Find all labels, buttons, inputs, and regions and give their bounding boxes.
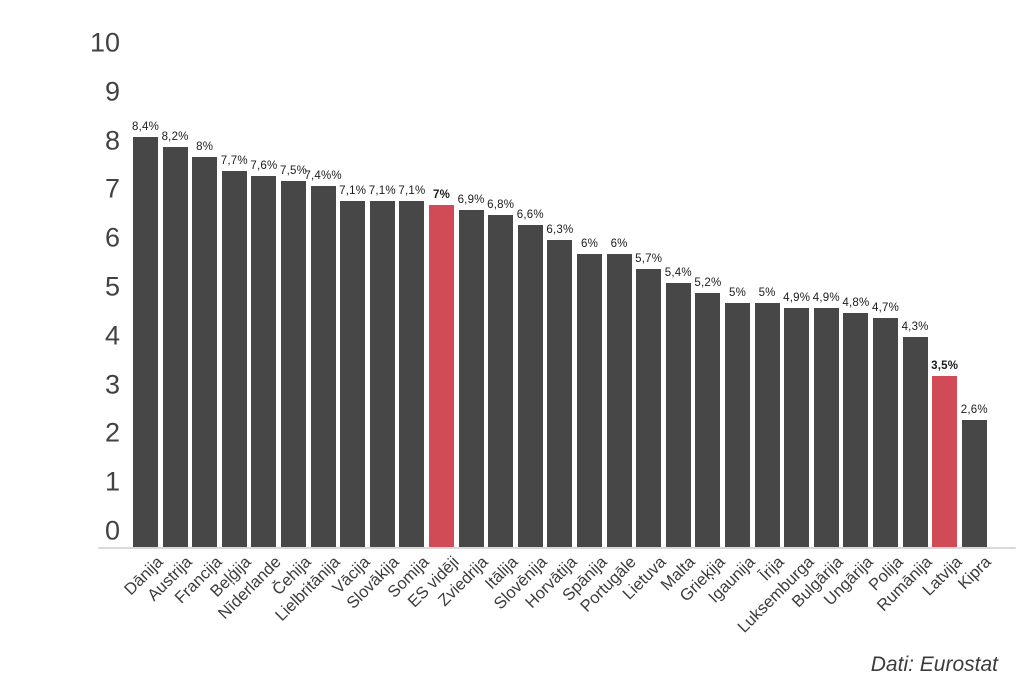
bar-value-label: 4,9% [812, 291, 840, 304]
bar-6-čehija [281, 181, 306, 547]
bar-value-label: 7,5% [279, 165, 308, 177]
y-tick-label-6: 6 [104, 222, 120, 253]
bar-18-lietuva [636, 268, 662, 547]
bar-value-label: 7% [432, 189, 451, 202]
bar-value-label: 4,7% [871, 301, 900, 314]
bar-15-horvātija [547, 239, 573, 547]
y-tick-label-8: 8 [104, 125, 120, 156]
bar-value-label: 5% [758, 287, 776, 299]
bar-27-rumānija [902, 337, 928, 547]
y-tick-label-9: 9 [104, 76, 120, 107]
bar-value-label: 8,2% [161, 130, 189, 143]
bar-26-polija [873, 317, 898, 547]
bar-5-nīderlande [251, 176, 277, 547]
bar-20-grieķija [695, 293, 721, 547]
bar-value-label: 7,1% [368, 184, 396, 197]
bar-19-malta [665, 283, 691, 547]
source-note: Dati: Eurostat [870, 653, 998, 676]
x-axis-line [98, 547, 1016, 549]
bar-1-dānija [133, 137, 158, 547]
y-tick-label-0: 0 [104, 515, 120, 546]
bar-value-label: 6,6% [516, 208, 544, 221]
bar-22-īrija [754, 303, 780, 547]
bar-value-label: 6% [610, 238, 628, 251]
bar-16-spānija [577, 254, 602, 547]
bar-value-label: 7,4%% [304, 169, 342, 182]
bar-value-label: 7,7% [220, 155, 248, 168]
bar-value-label: 7,6% [250, 160, 278, 173]
bar-value-label: 6,3% [546, 223, 574, 236]
bar-14-slovēnija [517, 224, 543, 547]
bar-value-label: 8,4% [131, 121, 160, 134]
bar-value-label: 5,2% [694, 277, 722, 290]
y-tick-label-2: 2 [104, 417, 120, 448]
y-tick-label-7: 7 [104, 173, 120, 204]
y-tick-label-5: 5 [104, 271, 120, 302]
bar-21-igaunija [725, 303, 750, 547]
bar-value-label: 2,6% [960, 404, 988, 417]
bar-2-austrija [162, 146, 188, 547]
bar-28-latvija [932, 376, 958, 547]
bar-11-es-vidēji [429, 205, 454, 547]
bar-8-vācija [340, 200, 366, 547]
plot-area: 8,4% 8,2% 8% 7,7% 7,6% 7,5% 7,4%% 7,1% 7,1% 7,1% 7… [98, 59, 1016, 549]
bar-3-francija [192, 156, 218, 547]
bar-25-ungārija [843, 312, 869, 547]
bar-value-label: 5,4% [664, 267, 692, 280]
bar-7-lielbritānija [310, 185, 336, 547]
y-tick-label-1: 1 [104, 466, 120, 497]
bar-value-label: 6,8% [487, 199, 515, 212]
bar-value-label: 5% [728, 287, 747, 299]
bar-value-label: 6,9% [457, 194, 485, 207]
y-tick-label-10: 10 [89, 27, 120, 58]
bar-13-itālija [488, 215, 514, 547]
bar-12-zviedrija [458, 210, 484, 547]
bar-4-beļģija [221, 171, 247, 547]
y-tick-label-3: 3 [104, 369, 120, 400]
bar-24-bulgārija [813, 307, 839, 547]
bar-value-label: 5,7% [635, 252, 663, 265]
bar-value-label: 7,1% [339, 184, 367, 197]
bar-23-luksemburga [784, 307, 810, 547]
bar-value-label: 7,1% [398, 184, 426, 197]
bar-value-label: 6% [580, 238, 599, 251]
bar-29-kipra [961, 420, 987, 547]
bar-17-portugāle [606, 254, 632, 547]
bar-value-label: 4,3% [901, 321, 929, 334]
bar-value-label: 4,9% [783, 291, 811, 304]
bar-value-label: 4,8% [842, 296, 870, 309]
y-tick-label-4: 4 [104, 320, 120, 351]
bar-value-label: 8% [196, 140, 214, 153]
bar-9-slovākija [369, 200, 395, 547]
bar-value-label: 3,5% [931, 360, 959, 373]
bar-10-somija [399, 200, 425, 547]
